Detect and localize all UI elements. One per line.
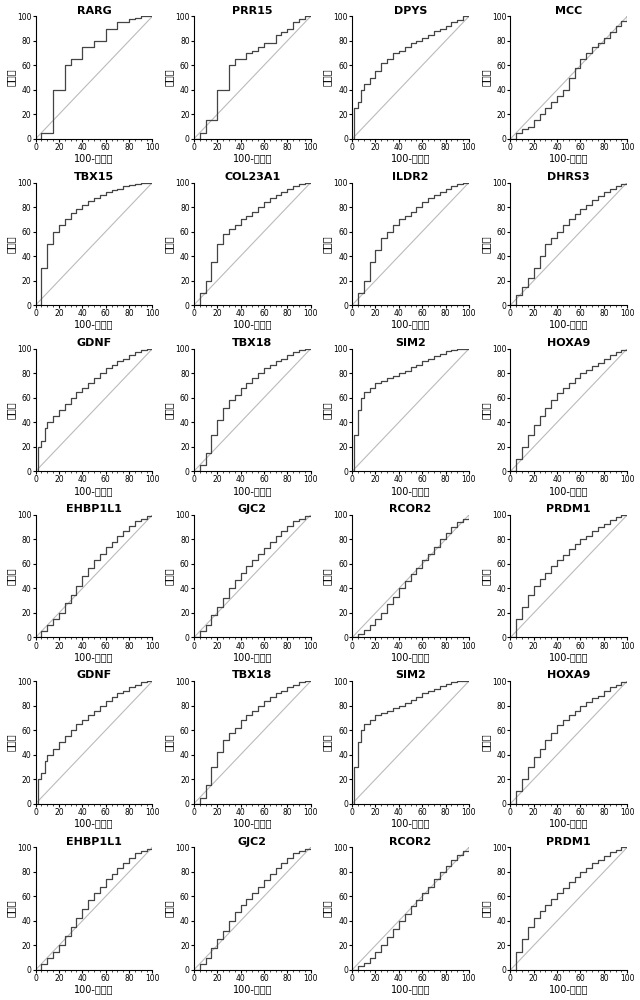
X-axis label: 100-特异性: 100-特异性 [74, 818, 114, 828]
X-axis label: 100-特异性: 100-特异性 [74, 320, 114, 330]
Y-axis label: 灵敏度: 灵敏度 [322, 401, 332, 419]
Title: MCC: MCC [555, 6, 582, 16]
X-axis label: 100-特异性: 100-特异性 [391, 984, 430, 994]
X-axis label: 100-特异性: 100-特异性 [549, 652, 589, 662]
Y-axis label: 灵敏度: 灵敏度 [164, 235, 174, 253]
X-axis label: 100-特异性: 100-特异性 [74, 984, 114, 994]
Title: HOXA9: HOXA9 [547, 670, 591, 680]
Y-axis label: 灵敏度: 灵敏度 [322, 567, 332, 585]
X-axis label: 100-特异性: 100-特异性 [74, 486, 114, 496]
X-axis label: 100-特异性: 100-特异性 [391, 652, 430, 662]
Title: PRR15: PRR15 [232, 6, 273, 16]
Title: RCOR2: RCOR2 [389, 504, 431, 514]
Y-axis label: 灵敏度: 灵敏度 [322, 734, 332, 751]
Y-axis label: 灵敏度: 灵敏度 [481, 900, 490, 917]
Title: EHBP1L1: EHBP1L1 [66, 837, 122, 847]
Y-axis label: 灵敏度: 灵敏度 [481, 567, 490, 585]
X-axis label: 100-特异性: 100-特异性 [232, 153, 272, 163]
Y-axis label: 灵敏度: 灵敏度 [6, 734, 15, 751]
Title: GDNF: GDNF [76, 670, 111, 680]
Title: RCOR2: RCOR2 [389, 837, 431, 847]
Y-axis label: 灵敏度: 灵敏度 [322, 900, 332, 917]
Title: HOXA9: HOXA9 [547, 338, 591, 348]
Title: GJC2: GJC2 [238, 837, 267, 847]
X-axis label: 100-特异性: 100-特异性 [391, 486, 430, 496]
X-axis label: 100-特异性: 100-特异性 [232, 486, 272, 496]
X-axis label: 100-特异性: 100-特异性 [74, 153, 114, 163]
Y-axis label: 灵敏度: 灵敏度 [164, 69, 174, 86]
Title: TBX15: TBX15 [74, 172, 114, 182]
Y-axis label: 灵敏度: 灵敏度 [6, 401, 15, 419]
Y-axis label: 灵敏度: 灵敏度 [164, 734, 174, 751]
Title: COL23A1: COL23A1 [224, 172, 280, 182]
Y-axis label: 灵敏度: 灵敏度 [164, 401, 174, 419]
Title: TBX18: TBX18 [232, 670, 273, 680]
Title: RARG: RARG [77, 6, 111, 16]
Title: SIM2: SIM2 [395, 338, 426, 348]
X-axis label: 100-特异性: 100-特异性 [549, 486, 589, 496]
Title: ILDR2: ILDR2 [392, 172, 429, 182]
X-axis label: 100-特异性: 100-特异性 [232, 984, 272, 994]
Title: DHRS3: DHRS3 [547, 172, 590, 182]
X-axis label: 100-特异性: 100-特异性 [232, 818, 272, 828]
Y-axis label: 灵敏度: 灵敏度 [481, 235, 490, 253]
Title: TBX18: TBX18 [232, 338, 273, 348]
X-axis label: 100-特异性: 100-特异性 [74, 652, 114, 662]
Y-axis label: 灵敏度: 灵敏度 [481, 734, 490, 751]
Y-axis label: 灵敏度: 灵敏度 [322, 235, 332, 253]
Y-axis label: 灵敏度: 灵敏度 [6, 900, 15, 917]
Title: DPYS: DPYS [394, 6, 428, 16]
X-axis label: 100-特异性: 100-特异性 [232, 320, 272, 330]
Title: PRDM1: PRDM1 [547, 504, 591, 514]
Y-axis label: 灵敏度: 灵敏度 [481, 401, 490, 419]
Y-axis label: 灵敏度: 灵敏度 [6, 235, 15, 253]
X-axis label: 100-特异性: 100-特异性 [549, 320, 589, 330]
X-axis label: 100-特异性: 100-特异性 [232, 652, 272, 662]
Y-axis label: 灵敏度: 灵敏度 [164, 900, 174, 917]
Title: PRDM1: PRDM1 [547, 837, 591, 847]
Y-axis label: 灵敏度: 灵敏度 [6, 69, 15, 86]
X-axis label: 100-特异性: 100-特异性 [391, 818, 430, 828]
X-axis label: 100-特异性: 100-特异性 [391, 320, 430, 330]
X-axis label: 100-特异性: 100-特异性 [549, 818, 589, 828]
Title: GJC2: GJC2 [238, 504, 267, 514]
Y-axis label: 灵敏度: 灵敏度 [164, 567, 174, 585]
Title: SIM2: SIM2 [395, 670, 426, 680]
Title: EHBP1L1: EHBP1L1 [66, 504, 122, 514]
Title: GDNF: GDNF [76, 338, 111, 348]
X-axis label: 100-特异性: 100-特异性 [391, 153, 430, 163]
X-axis label: 100-特异性: 100-特异性 [549, 153, 589, 163]
X-axis label: 100-特异性: 100-特异性 [549, 984, 589, 994]
Y-axis label: 灵敏度: 灵敏度 [322, 69, 332, 86]
Y-axis label: 灵敏度: 灵敏度 [6, 567, 15, 585]
Y-axis label: 灵敏度: 灵敏度 [481, 69, 490, 86]
